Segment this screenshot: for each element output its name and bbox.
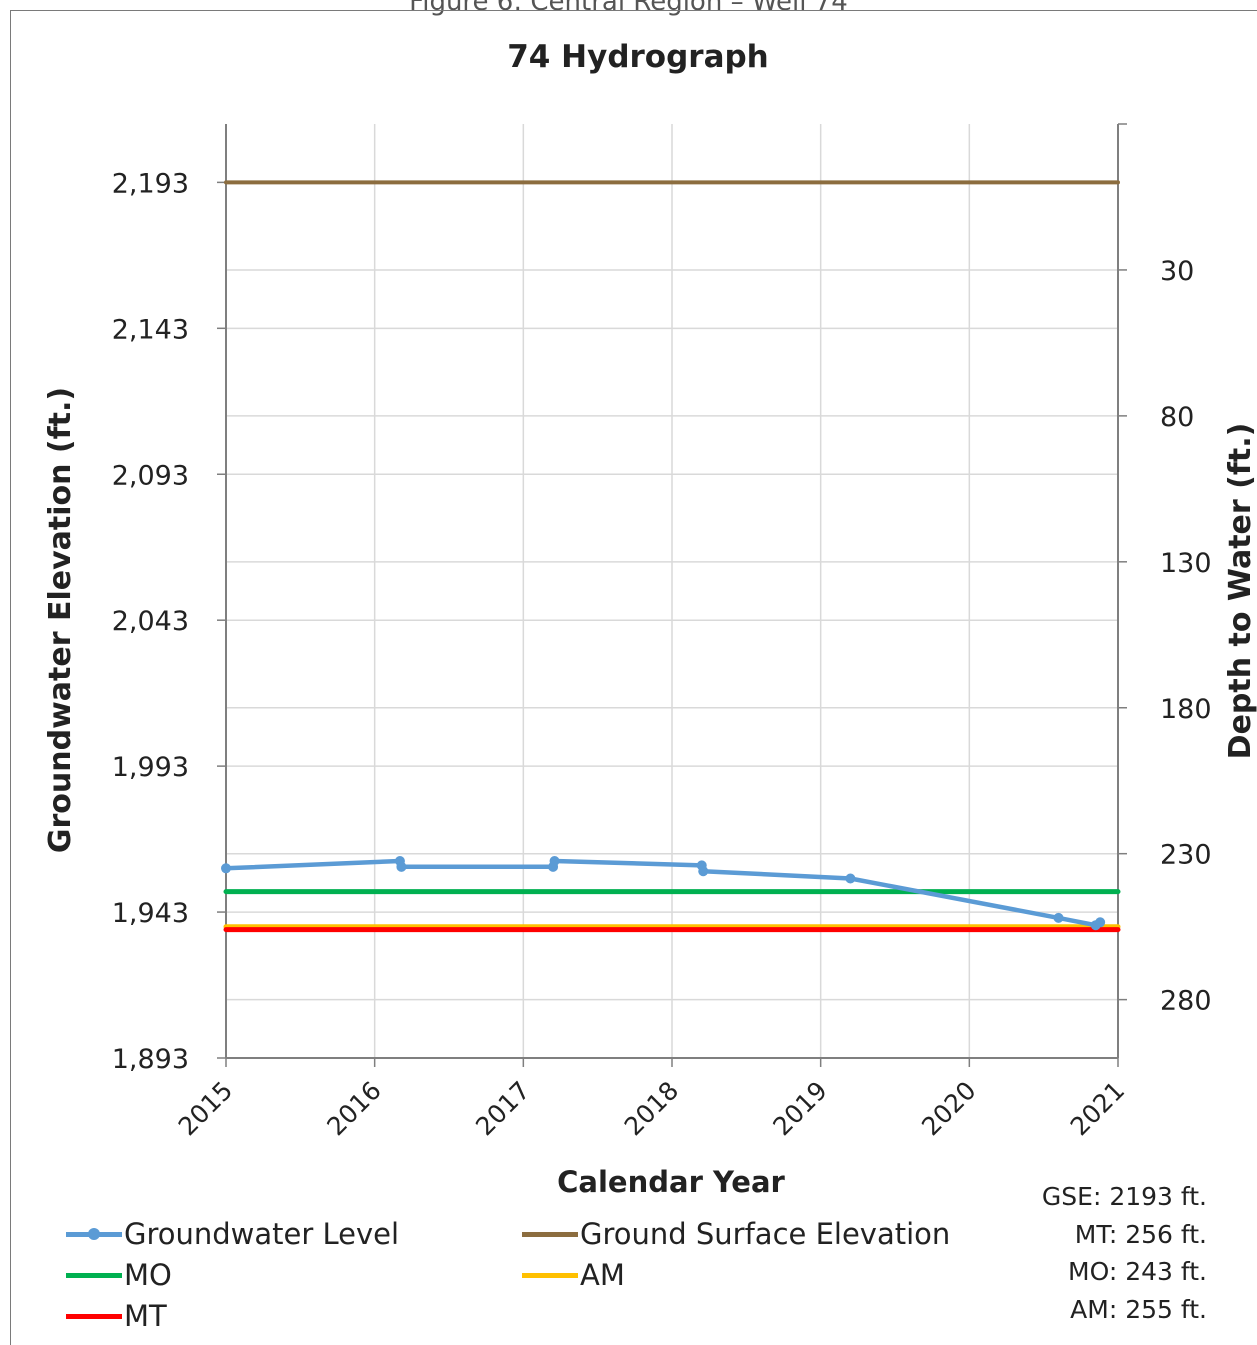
- x-tick-label: 2016: [321, 1076, 386, 1141]
- y-tick-label: 2,193: [112, 168, 189, 199]
- chart-frame: [10, 10, 1257, 1345]
- legend-ground-surface: Ground Surface Elevation: [522, 1217, 950, 1251]
- axes: 2015 2016 2017 2018 2019 2020 2021 1,893 1,943 1,…: [112, 123, 1212, 1141]
- legend-swatch-mt: [66, 1313, 122, 1319]
- x-axis-label: Calendar Year: [557, 1165, 785, 1199]
- groundwater-point: [1095, 917, 1106, 928]
- groundwater-point: [1053, 912, 1064, 923]
- legend-mt: MT: [66, 1299, 167, 1333]
- legend-swatch-mo: [66, 1272, 122, 1278]
- legend-label: AM: [580, 1258, 625, 1292]
- groundwater-point: [845, 873, 856, 884]
- groundwater-point: [396, 861, 407, 872]
- legend-groundwater-level: Groundwater Level: [66, 1217, 399, 1251]
- stat-am: AM: 255 ft.: [1070, 1294, 1207, 1324]
- legend-am: AM: [522, 1258, 625, 1292]
- legend-label: Ground Surface Elevation: [580, 1217, 951, 1251]
- x-tick-label: 2015: [173, 1076, 238, 1141]
- chart-title: 74 Hydrograph: [507, 39, 769, 75]
- legend-swatch-groundwater: [66, 1227, 122, 1240]
- grid-lines: [226, 124, 1118, 1058]
- legend-label: MT: [124, 1299, 167, 1333]
- stat-gse: GSE: 2193 ft.: [1041, 1182, 1207, 1211]
- groundwater-point: [698, 866, 709, 877]
- stat-mo: MO: 243 ft.: [1068, 1257, 1207, 1286]
- y2-tick-label: 180: [1160, 694, 1212, 725]
- x-tick-label: 2021: [1065, 1076, 1130, 1141]
- x-tick-label: 2018: [619, 1076, 684, 1141]
- legend-swatch-ground-surface: [522, 1231, 578, 1237]
- series-layer: [221, 180, 1121, 933]
- x-tick-label: 2019: [767, 1076, 832, 1141]
- legend-label: Groundwater Level: [124, 1217, 400, 1251]
- x-tick-label: 2017: [470, 1076, 535, 1141]
- legend-mo: MO: [66, 1258, 172, 1292]
- y2-tick-label: 80: [1160, 402, 1194, 433]
- legend-swatch-am: [522, 1272, 578, 1278]
- y2-axis-label: Depth to Water (ft.): [1223, 423, 1257, 760]
- legend-label: MO: [124, 1258, 172, 1292]
- y2-tick-label: 130: [1160, 548, 1212, 579]
- groundwater-point: [549, 855, 560, 866]
- stat-mt: MT: 256 ft.: [1074, 1219, 1207, 1249]
- threshold-stats: GSE: 2193 ft. MT: 256 ft. MO: 243 ft. AM…: [1042, 1178, 1207, 1328]
- y2-tick-label: 230: [1160, 840, 1212, 871]
- y2-tick-label: 30: [1160, 256, 1194, 287]
- groundwater-point: [221, 863, 231, 874]
- y-tick-label: 1,943: [112, 898, 189, 929]
- y2-tick-label: 280: [1160, 986, 1212, 1017]
- y-tick-label: 1,893: [112, 1044, 189, 1075]
- figure-caption: Figure 6: Central Region – Well 74: [409, 0, 848, 17]
- y-tick-label: 1,993: [112, 752, 189, 783]
- y-axis-label: Groundwater Elevation (ft.): [43, 387, 78, 853]
- y-tick-label: 2,093: [112, 460, 189, 491]
- y-tick-label: 2,143: [112, 314, 189, 345]
- x-tick-label: 2020: [916, 1076, 981, 1141]
- y-tick-label: 2,043: [112, 606, 189, 637]
